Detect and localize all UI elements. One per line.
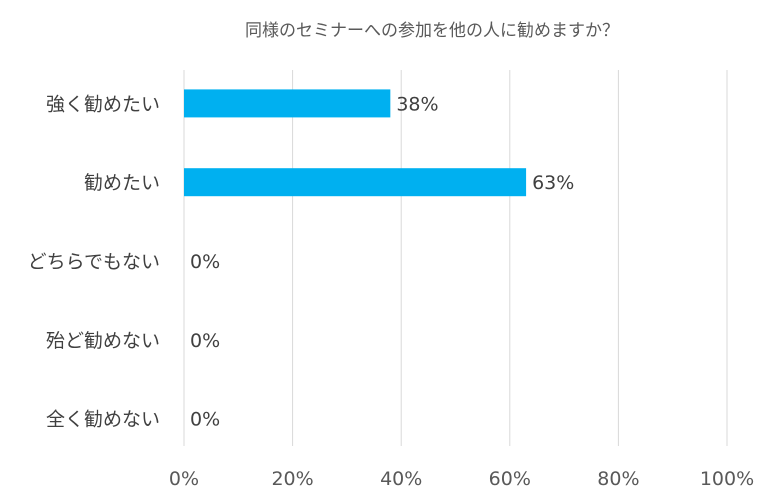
data-label: 63% <box>532 172 574 194</box>
data-labels: 38% 63% 0% 0% 0% <box>190 93 574 430</box>
gridlines <box>183 70 728 446</box>
x-tick-label: 40% <box>380 468 422 490</box>
data-label: 38% <box>396 93 438 115</box>
data-label: 0% <box>190 251 220 273</box>
bar <box>184 89 391 118</box>
bars <box>184 89 527 197</box>
data-label: 0% <box>190 409 220 431</box>
category-label: 殆ど勧めない <box>46 330 160 352</box>
category-label: どちらでもない <box>28 251 160 273</box>
x-tick-label: 100% <box>700 468 754 490</box>
bar <box>184 168 527 197</box>
data-label: 0% <box>190 330 220 352</box>
chart-title: 同様のセミナーへの参加を他の人に勧めますか？ <box>245 21 619 41</box>
x-tick-label: 60% <box>489 468 531 490</box>
x-tick-label: 0% <box>169 468 199 490</box>
category-label: 勧めたい <box>84 172 160 194</box>
category-label: 全く勧めない <box>46 409 160 431</box>
x-tick-labels: 0% 20% 40% 60% 80% 100% <box>169 468 754 490</box>
x-tick-label: 80% <box>597 468 639 490</box>
category-label: 強く勧めたい <box>46 93 160 115</box>
x-tick-label: 20% <box>271 468 313 490</box>
